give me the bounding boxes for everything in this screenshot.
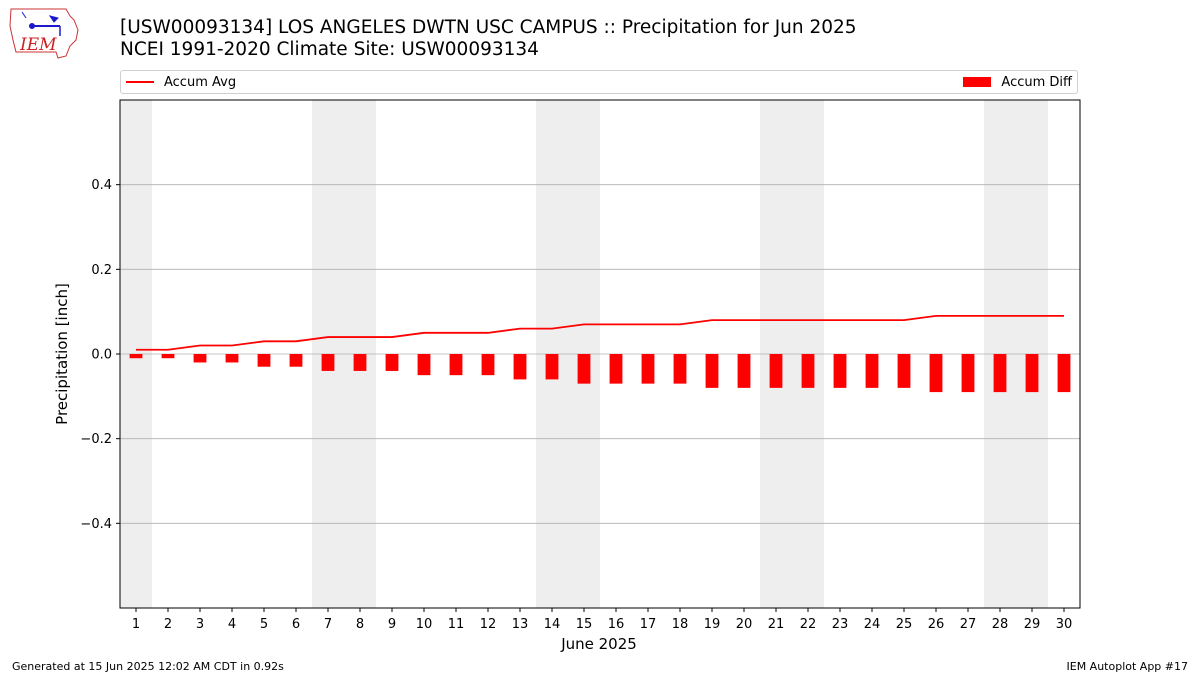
legend: Accum Avg Accum Diff [120,70,1078,94]
accum-diff-bar [577,354,591,384]
x-tick-label: 19 [704,617,721,632]
x-tick-label: 18 [672,617,689,632]
weather-station-icon [21,11,61,36]
accum-diff-bar [513,354,527,380]
accum-diff-bar [321,354,335,371]
x-tick-label: 7 [324,617,332,632]
x-tick-label: 10 [416,617,433,632]
accum-diff-bar [897,354,911,388]
legend-label-accum-avg: Accum Avg [164,74,237,90]
accum-diff-bar [161,354,175,359]
x-tick-label: 21 [768,617,785,632]
y-tick-label: −0.2 [80,432,112,447]
y-tick-label: 0.0 [91,348,112,363]
x-tick-label: 15 [576,617,593,632]
accum-diff-bar [769,354,783,388]
x-tick-label: 26 [928,617,945,632]
x-tick-label: 17 [640,617,657,632]
accum-diff-bar [545,354,559,380]
accum-diff-bar [449,354,463,376]
x-tick-label: 8 [356,617,364,632]
accum-diff-bars [129,354,1071,393]
y-axis-label: Precipitation [inch] [53,283,71,425]
x-tick-label: 22 [800,617,817,632]
x-tick-label: 1 [132,617,140,632]
legend-label-accum-diff: Accum Diff [1001,74,1072,90]
accum-diff-bar [929,354,943,393]
accum-diff-bar [833,354,847,388]
x-tick-label: 13 [512,617,529,632]
x-tick-label: 25 [896,617,913,632]
x-tick-label: 2 [164,617,172,632]
accum-diff-bar [673,354,687,384]
x-tick-label: 23 [832,617,849,632]
accum-diff-bar [993,354,1007,393]
x-tick-label: 9 [388,617,396,632]
accum-diff-bar [705,354,719,388]
accum-diff-bar [1057,354,1071,393]
x-tick-label: 16 [608,617,625,632]
accum-diff-bar [417,354,431,376]
x-tick-label: 11 [448,617,465,632]
accum-diff-bar [193,354,207,363]
y-tick-label: 0.2 [91,263,112,278]
accum-diff-bar [961,354,975,393]
accum-diff-bar [385,354,399,371]
accum-diff-bar [257,354,271,367]
legend-item-accum-diff: Accum Diff [963,71,1072,93]
chart-subtitle: NCEI 1991-2020 Climate Site: USW00093134 [120,39,539,60]
accum-diff-bar [481,354,495,376]
x-axis-ticks: 1 2 3 4 5 6 7 8 9 10 11 12 13 14 15 16 17 18 19 20 21 22 23 24 2… [132,608,1072,632]
iowa-outline-icon [9,8,79,59]
accum-diff-bar [1025,354,1039,393]
accum-diff-bar [609,354,623,384]
accum-diff-bar [129,354,143,359]
x-tick-label: 28 [992,617,1009,632]
x-tick-label: 3 [196,617,204,632]
accum-diff-bar [737,354,751,388]
accum-diff-bar [641,354,655,384]
legend-line-swatch [126,81,154,83]
accum-diff-bar [353,354,367,371]
x-axis-label: June 2025 [560,635,637,653]
x-tick-label: 29 [1024,617,1041,632]
generated-timestamp: Generated at 15 Jun 2025 12:02 AM CDT in… [12,660,284,673]
legend-bar-swatch [963,77,992,87]
app-credit: IEM Autoplot App #17 [1066,660,1189,673]
accum-diff-bar [865,354,879,388]
y-tick-label: −0.4 [80,517,112,532]
chart-title: [USW00093134] LOS ANGELES DWTN USC CAMPU… [120,17,857,38]
y-axis-ticks: −0.4 −0.2 0.0 0.2 0.4 [80,178,120,532]
legend-item-accum-avg: Accum Avg [126,71,236,93]
x-tick-label: 14 [544,617,561,632]
x-tick-label: 5 [260,617,268,632]
gridlines [120,184,1080,524]
x-tick-label: 27 [960,617,977,632]
accum-diff-bar [801,354,815,388]
x-tick-label: 24 [864,617,881,632]
x-tick-label: 12 [480,617,497,632]
logo-text: IEM [19,35,57,55]
accum-diff-bar [225,354,239,363]
accum-avg-line-group [136,314,1064,351]
accum-diff-bar [289,354,303,367]
x-tick-label: 4 [228,617,236,632]
iem-logo: IEM [9,8,79,59]
x-tick-label: 6 [292,617,300,632]
x-tick-label: 20 [736,617,753,632]
y-tick-label: 0.4 [91,178,112,193]
accum-avg-line [136,314,1064,351]
x-tick-label: 30 [1056,617,1073,632]
